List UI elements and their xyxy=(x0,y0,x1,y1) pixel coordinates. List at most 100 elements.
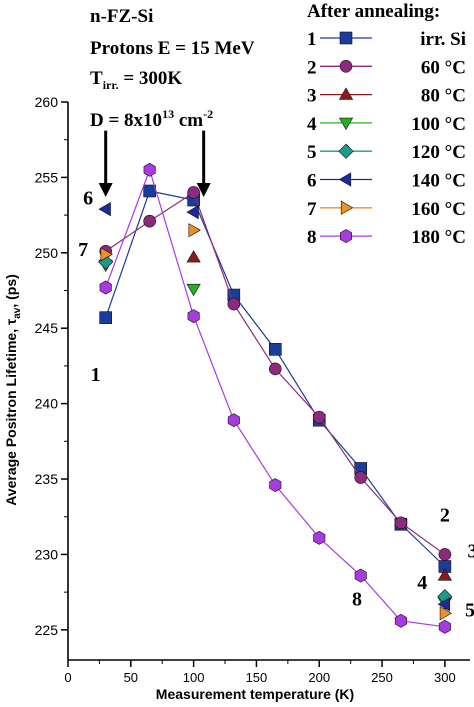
curve-label-5: 5 xyxy=(465,599,474,621)
legend-title: After annealing: xyxy=(307,1,440,22)
series-1-point xyxy=(99,311,112,324)
curve-label-2: 2 xyxy=(440,504,450,526)
y-axis-label-tail: , (ps) xyxy=(3,274,19,307)
curve-label-8: 8 xyxy=(352,589,362,611)
series-5 xyxy=(98,254,453,605)
series-2-point xyxy=(354,471,368,484)
legend-number: 5 xyxy=(307,142,317,163)
legend: 1 irr. Si 2 60 °C 3 80 °C 4 100 °C 5 120 °C 6 140 °… xyxy=(307,29,466,248)
series-1-point xyxy=(268,343,282,356)
x-tick-label: 150 xyxy=(246,670,268,685)
legend-label: 80 °C xyxy=(421,86,466,107)
series-7-point xyxy=(100,247,113,262)
series-6 xyxy=(98,201,450,612)
info-t-main: T xyxy=(90,68,103,89)
x-tick-label: 0 xyxy=(64,670,71,685)
info-dose-main: D = 8x10 xyxy=(90,110,162,131)
curve-label-4: 4 xyxy=(417,572,427,594)
legend-label: 180 °C xyxy=(411,227,466,248)
series-7-point xyxy=(188,223,201,238)
info-dose-unit: cm xyxy=(174,110,203,131)
info-t-tail: = 300K xyxy=(119,68,183,89)
series-8-point xyxy=(227,413,240,428)
legend-marker xyxy=(339,31,353,45)
curve-label-1: 1 xyxy=(91,364,101,386)
series-4 xyxy=(98,259,452,610)
legend-marker xyxy=(340,200,354,215)
x-tick-label: 100 xyxy=(183,670,205,685)
series-8-point xyxy=(99,280,112,295)
series-2-point xyxy=(438,548,452,561)
series-3-point xyxy=(186,250,201,263)
series-2-point xyxy=(268,362,282,376)
series-2-point xyxy=(312,410,326,424)
legend-number: 1 xyxy=(307,29,317,50)
legend-number: 2 xyxy=(307,57,317,78)
text-layer: n-FZ-Si Protons E = 15 MeV Tirr. = 300K … xyxy=(3,1,474,702)
arrow-1-head xyxy=(98,183,113,198)
series-4-point xyxy=(186,283,201,297)
legend-marker xyxy=(338,87,354,100)
y-axis-label: Average Positron Lifetime, τav, (ps) xyxy=(3,274,23,506)
series-1-line xyxy=(105,190,446,567)
y-tick-label: 225 xyxy=(35,622,59,638)
y-tick-label: 245 xyxy=(35,320,59,336)
curve-label-6: 6 xyxy=(83,188,93,210)
series-8-point xyxy=(187,309,200,324)
y-tick-label: 255 xyxy=(35,169,59,185)
series-1-point xyxy=(143,184,156,198)
x-tick-label: 200 xyxy=(308,670,330,685)
series-6-point xyxy=(437,597,450,612)
series-2 xyxy=(99,186,452,561)
legend-number: 3 xyxy=(307,86,317,107)
info-dose-exp: 13 xyxy=(162,107,174,121)
y-tick-label: 230 xyxy=(35,546,59,562)
y-tick-label: 260 xyxy=(35,94,59,110)
x-tick-label: 300 xyxy=(434,670,456,685)
series-2-point xyxy=(143,214,156,228)
series-6-point xyxy=(186,204,199,220)
y-tick-label: 250 xyxy=(35,245,59,261)
curve-label-3: 3 xyxy=(468,540,474,562)
legend-marker xyxy=(338,143,354,159)
info-irradiation-temp: Tirr. = 300K xyxy=(90,68,182,92)
legend-marker xyxy=(338,117,354,131)
series-8-point xyxy=(438,619,451,634)
legend-marker xyxy=(338,172,352,187)
series-2-point xyxy=(394,516,408,530)
legend-number: 4 xyxy=(307,114,317,135)
info-dose-exp2: -2 xyxy=(203,107,213,121)
y-axis-label-main: Average Positron Lifetime, τ xyxy=(3,318,19,506)
legend-label: 140 °C xyxy=(411,171,466,192)
series-3-point xyxy=(437,568,452,581)
series-1 xyxy=(99,184,452,573)
series-8 xyxy=(99,162,451,634)
series-8-point xyxy=(394,613,407,628)
series-6-point xyxy=(98,201,111,217)
info-material: n-FZ-Si xyxy=(90,6,153,27)
info-t-sub: irr. xyxy=(103,78,119,92)
arrow-2-head xyxy=(196,183,211,198)
legend-marker xyxy=(339,229,353,244)
legend-label: 60 °C xyxy=(421,57,466,78)
legend-label: 160 °C xyxy=(411,199,466,220)
series-8-point xyxy=(354,568,367,583)
legend-label: 120 °C xyxy=(411,142,466,163)
series-8-point xyxy=(143,162,156,177)
y-tick-label: 235 xyxy=(35,471,59,487)
series-8-point xyxy=(269,478,282,493)
series-2-point xyxy=(227,297,241,311)
legend-label: irr. Si xyxy=(420,29,466,50)
legend-marker xyxy=(339,60,353,73)
x-tick-label: 250 xyxy=(371,670,393,685)
series-7-point xyxy=(439,606,453,621)
series-7 xyxy=(100,223,453,621)
info-protons: Protons E = 15 MeV xyxy=(90,38,255,59)
series-3 xyxy=(186,250,452,581)
legend-number: 6 xyxy=(307,171,317,192)
series-8-point xyxy=(313,530,326,545)
y-tick-label: 240 xyxy=(35,396,59,412)
series-2-point xyxy=(187,186,200,199)
legend-number: 7 xyxy=(307,199,317,220)
